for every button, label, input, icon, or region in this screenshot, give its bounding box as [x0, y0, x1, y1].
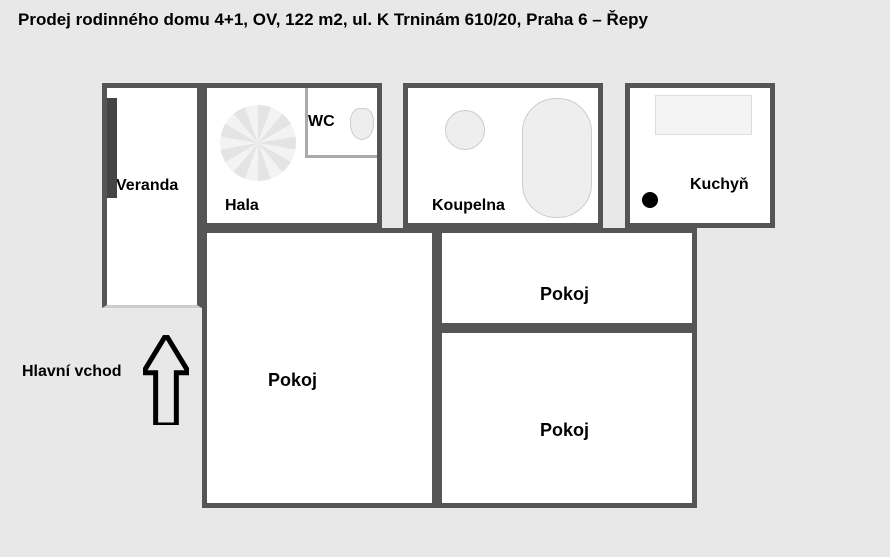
- entrance-label: Hlavní vchod: [22, 363, 122, 381]
- room-label-wc: WC: [308, 113, 335, 131]
- feature-tub: [522, 98, 592, 218]
- feature-panel: [655, 95, 752, 135]
- room-label-veranda: Veranda: [116, 177, 178, 195]
- entrance-arrow-icon: [143, 335, 189, 425]
- feature-stairs: [220, 105, 296, 181]
- feature-dot: [642, 192, 658, 208]
- room-label-hala: Hala: [225, 197, 259, 215]
- room-pokoj-velky: [202, 228, 437, 508]
- room-veranda: [102, 83, 202, 308]
- room-pokoj-horni: [437, 228, 697, 328]
- room-label-pokoj-horni: Pokoj: [540, 284, 589, 305]
- room-label-kuchyn: Kuchyň: [690, 176, 749, 194]
- room-pokoj-dolni: [437, 328, 697, 508]
- feature-toilet: [350, 108, 374, 140]
- feature-sink-round: [445, 110, 485, 150]
- room-label-koupelna: Koupelna: [432, 197, 505, 215]
- page-title: Prodej rodinného domu 4+1, OV, 122 m2, u…: [18, 10, 648, 30]
- feature-door-left: [107, 98, 117, 198]
- room-label-pokoj-velky: Pokoj: [268, 370, 317, 391]
- room-label-pokoj-dolni: Pokoj: [540, 420, 589, 441]
